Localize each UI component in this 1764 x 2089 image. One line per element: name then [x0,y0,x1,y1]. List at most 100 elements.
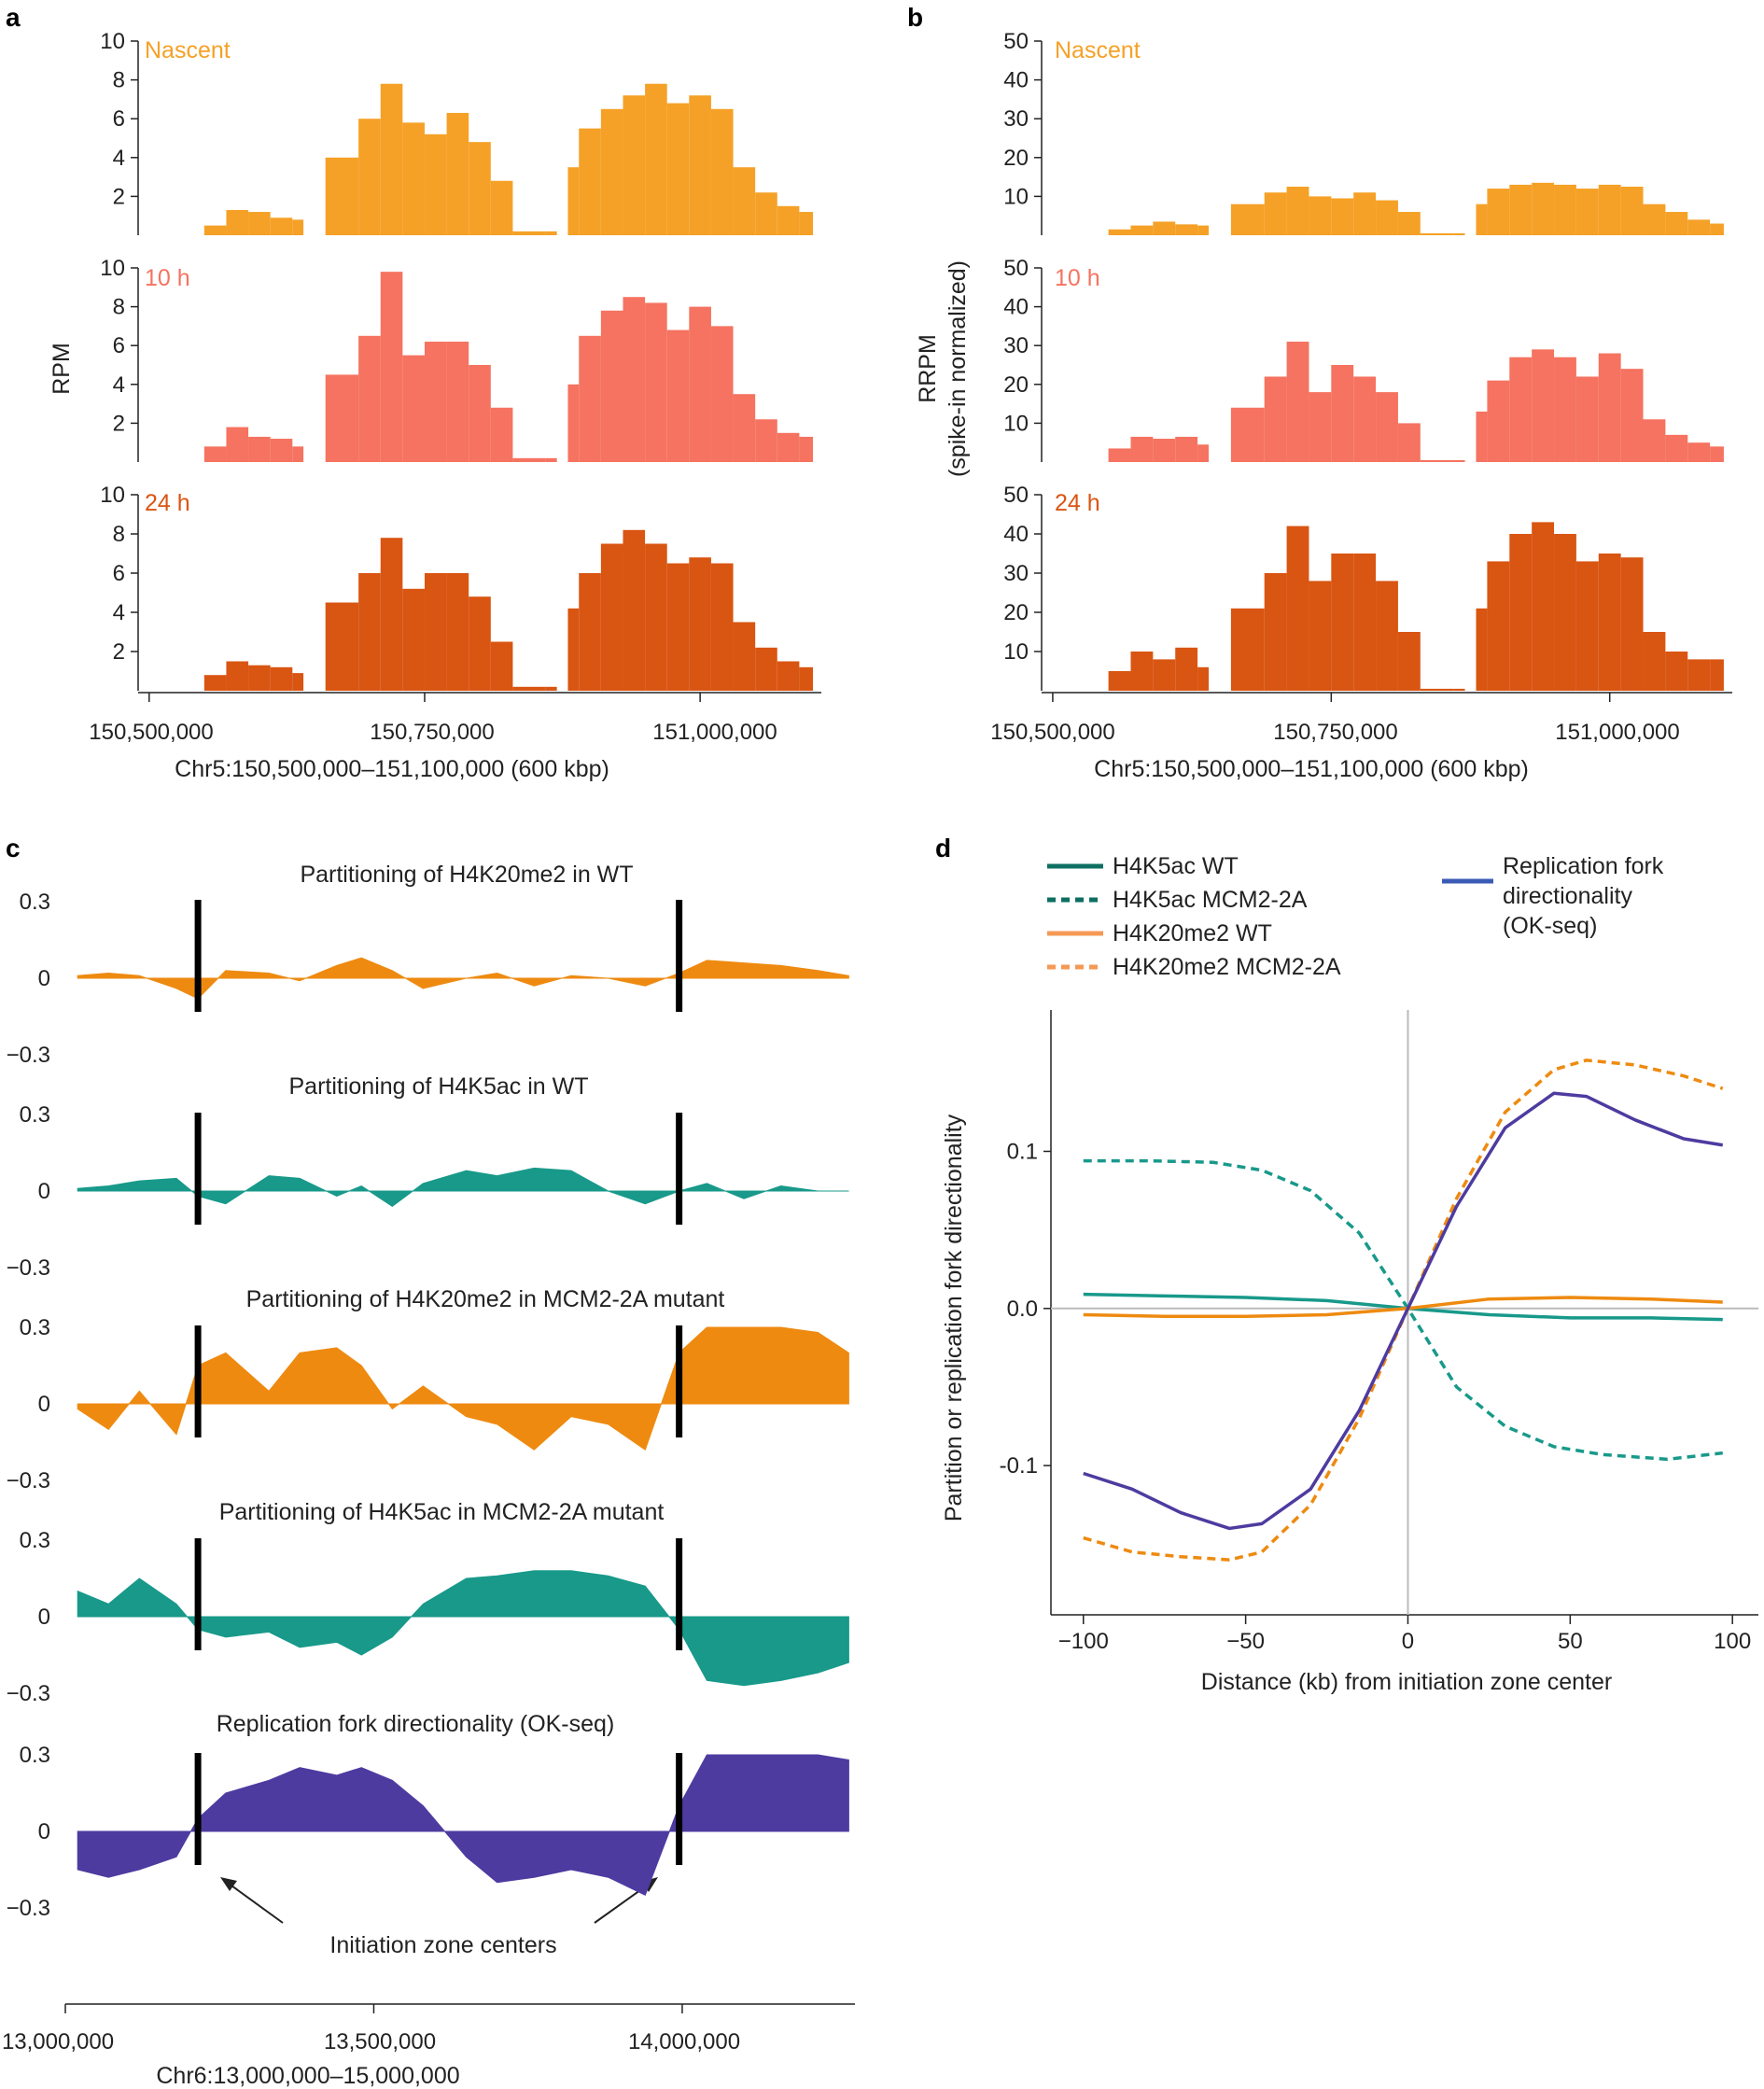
panel-a-bar [623,529,646,691]
panel-b-bar [1130,436,1154,462]
panel-a-xtick-label: 150,750,000 [370,720,494,745]
panel-b-bar [1665,652,1688,691]
panel-a-bar [512,457,546,462]
panel-b-bar [1532,522,1555,691]
panel-a-track-label-24h: 24 h [145,490,190,516]
panel-b-ytick-label: 40 [1003,68,1029,93]
panel-b-bar [1309,392,1332,462]
panel-a-ytick-label: 2 [113,411,125,436]
panel-c-ytick-label: 0 [38,1819,50,1844]
panel-a-bar [777,432,800,462]
panel-d-ylabel: Partition or replication fork directiona… [941,1114,967,1521]
panel-a-bar [402,588,425,691]
panel-b-bar [1554,534,1576,691]
initiation-zone-marker [194,900,202,1012]
legend-label-rfd-line2: directionality [1503,883,1632,909]
panel-b-xtick-label: 150,750,000 [1273,720,1397,745]
panel-b-bar [1598,554,1621,691]
panel-a-bar [325,374,359,462]
panel-b-bar [1309,196,1332,235]
panel-a-bar [226,209,249,235]
panel-b-bar [1476,608,1488,691]
panel-b-bar [1353,554,1377,691]
panel-b-bar [1598,353,1621,462]
panel-b-bar [1453,688,1465,691]
panel-a-bar [490,641,513,691]
panel-d-xtick-label: −50 [1226,1629,1265,1654]
panel-b-bar [1331,365,1354,462]
panel-a-letter: a [6,3,21,32]
initiation-zone-marker [676,1113,683,1225]
panel-b-bar [1509,534,1533,691]
panel-b-bar [1397,423,1421,462]
panel-a-bar [755,647,777,691]
panel-d-xtick-label: 0 [1402,1629,1414,1654]
panel-b-ytick-label: 50 [1003,29,1029,54]
panel-b-bar [1687,659,1711,691]
panel-b-bar [1230,203,1265,235]
panel-b-bar [1575,561,1599,691]
panel-a-bar [446,342,469,462]
panel-b: Nascent 10 h 24 h RRPM (spike-in normali… [915,29,1732,782]
panel-d-ytick-label: -0.1 [1000,1453,1038,1479]
panel-b-bar [1420,459,1454,462]
panel-b-xtick-label: 150,500,000 [990,720,1114,745]
panel-a-bar [358,119,381,235]
panel-b-bar [1710,223,1724,235]
panel-a-bar [733,622,756,691]
panel-a-bar [755,419,777,462]
panel-b-bar [1108,229,1131,235]
panel-c-track-title: Partitioning of H4K20me2 in WT [300,862,633,888]
panel-b-bar [1532,182,1555,235]
panel-c-ytick-label: 0 [38,1605,50,1630]
panel-a-bar [203,675,227,691]
panel-b-ytick-label: 10 [1003,184,1029,209]
panel-b-bar [1397,212,1421,235]
panel-b-xtick-label: 151,000,000 [1555,720,1679,745]
panel-b-bar [1476,203,1488,235]
initiation-zone-marker [676,900,683,1012]
panel-a-bar [292,446,304,462]
panel-b-bar [1620,369,1644,462]
panel-b-bar [1197,666,1210,691]
panel-c-ytick-label: −0.3 [7,1681,50,1706]
panel-b-xlabel: Chr5:150,500,000–151,100,000 (600 kbp) [1094,756,1529,782]
panel-b-ytick-label: 40 [1003,295,1029,320]
panel-b-bar [1554,184,1576,235]
panel-c-xtick-label: 13,000,000 [2,2029,114,2054]
panel-b-ytick-label: 10 [1003,639,1029,665]
initiation-zone-marker [194,1538,202,1650]
panel-c-ytick-label: −0.3 [7,1468,50,1493]
panel-b-bar [1665,434,1688,462]
panel-d-series-line [1083,1091,1724,1531]
panel-a-bar [270,217,293,235]
panel-c-signal-area [77,1167,849,1208]
panel-a-bar [469,596,491,691]
panel-b-bar [1264,573,1287,691]
panel-a-bar [579,335,601,462]
panel-a-bar [292,219,304,235]
panel-a-bar [203,446,227,462]
panel-c-track-title: Replication fork directionality (OK-seq) [217,1711,615,1737]
panel-b-bar [1376,581,1398,691]
panel-a-bar [424,133,447,235]
panel-b-ytick-label: 30 [1003,333,1029,358]
panel-a-bar [292,673,304,691]
panel-b-bar [1575,189,1599,235]
panel-b-bar [1309,581,1332,691]
panel-a-bar [226,661,249,691]
panel-c-ytick-label: −0.3 [7,1896,50,1921]
panel-a-track-label-10h: 10 h [145,265,190,291]
panel-a-ytick-label: 6 [113,333,125,358]
panel-a-bar [424,573,447,691]
panel-b-bar [1175,436,1198,462]
panel-c-track-title: Partitioning of H4K5ac in MCM2-2A mutant [219,1499,665,1525]
panel-b-bar [1598,184,1621,235]
panel-a-bar [710,326,734,462]
panel-c-ytick-label: −0.3 [7,1043,50,1068]
panel-b-bar [1643,632,1666,691]
panel-c-ytick-label: 0.3 [20,1102,50,1128]
panel-a-ytick-label: 8 [113,68,125,93]
panel-a-bar [567,167,580,235]
